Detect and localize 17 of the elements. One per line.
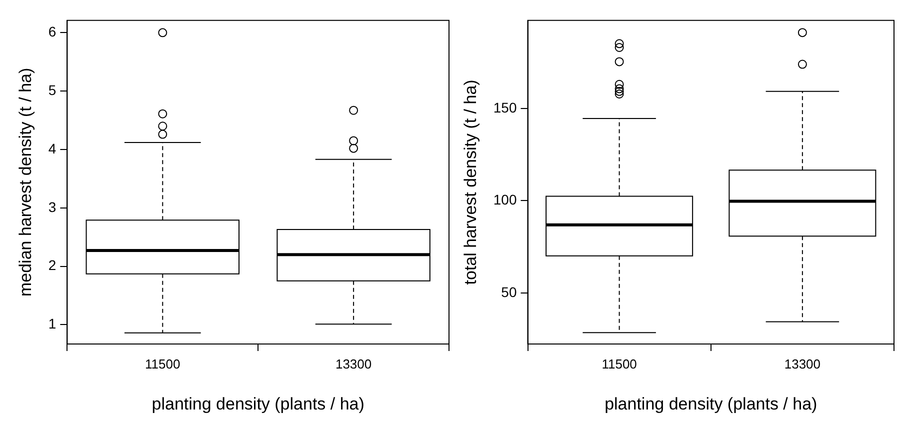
y-tick-label: 1	[48, 316, 56, 332]
x-tick-label: 11500	[602, 356, 637, 372]
y-tick-label: 100	[493, 192, 517, 208]
x-tick-label: 13300	[784, 356, 821, 372]
x-axis-title: planting density (plants / ha)	[152, 394, 364, 414]
x-tick-label: 13300	[335, 356, 372, 372]
y-tick-label: 2	[48, 257, 56, 274]
y-tick-label: 150	[493, 99, 517, 116]
y-tick-label: 6	[48, 24, 56, 40]
y-tick-label: 5	[48, 82, 56, 98]
x-tick-label: 11500	[145, 356, 180, 372]
x-axis-title: planting density (plants / ha)	[604, 394, 818, 414]
y-tick-label: 4	[48, 140, 56, 156]
y-axis-title: median harvest density (t / ha)	[16, 68, 35, 297]
y-tick-label: 50	[501, 284, 517, 300]
y-axis-title: total harvest density (t / ha)	[460, 80, 480, 285]
y-tick-label: 3	[48, 198, 56, 215]
